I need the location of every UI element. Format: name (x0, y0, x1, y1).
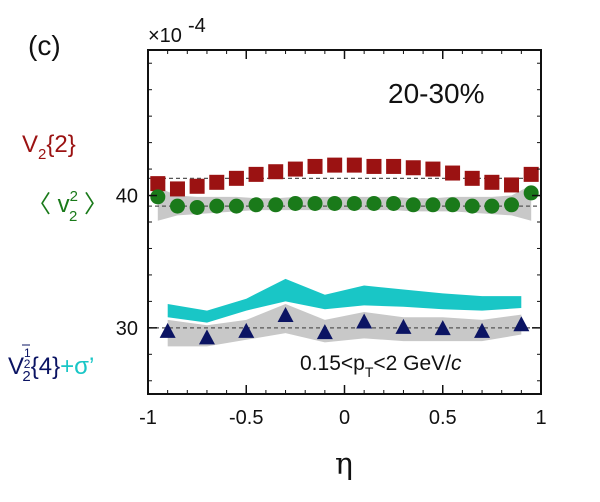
v2-4-point (316, 324, 333, 340)
v2-2-point (327, 157, 343, 173)
legend-v2-mean-open: 〈 v (27, 191, 70, 218)
v2-4-point (198, 329, 215, 345)
v2-mean-point (327, 195, 343, 211)
v2-2-point (405, 160, 421, 176)
v2-2-point (504, 177, 520, 193)
x-axis-ticks: -1 -0.5 0 0.5 1 (139, 50, 547, 429)
centrality-label: 20-30% (388, 78, 485, 109)
y-tick-label: 30 (116, 318, 138, 340)
legend-v2-2-rest: {2} (46, 131, 75, 158)
x-tick-label: 1 (535, 407, 546, 429)
v2-mean-point (268, 197, 284, 213)
v2-4-point (159, 322, 176, 338)
v2-2-point (169, 181, 185, 197)
v2-4-point (277, 306, 294, 322)
legend-v2-mean-close: 〉 (77, 191, 108, 218)
legend-v2-4-main: V (8, 353, 24, 380)
v2-mean-point (484, 198, 500, 214)
cut-subscript: T (365, 364, 374, 380)
v2-2-point (307, 158, 323, 174)
v2-4-point (356, 313, 373, 329)
v2-mean-point (346, 195, 362, 211)
v2-mean-point (445, 197, 461, 213)
v2-2-point (228, 170, 244, 186)
v2-mean-point (504, 197, 520, 213)
exponent-power: -4 (188, 15, 206, 37)
legend-v2-4-rest: {4} (31, 353, 60, 380)
legend-v2-2-main: V (22, 131, 38, 158)
v2-2-point (425, 161, 441, 177)
v2-2-point (445, 165, 461, 181)
v2-mean-point (228, 198, 244, 214)
y-axis-ticks: 30 40 (116, 62, 541, 382)
legend-v2-4-sup-den: 2 (24, 357, 31, 371)
y-tick-label: 40 (116, 186, 138, 208)
v2-4-point (434, 320, 451, 336)
v2-2-point (523, 166, 539, 182)
legend-v2-4-sub: 2 (22, 368, 30, 385)
x-tick-label: -0.5 (229, 407, 263, 429)
cut-suffix: c (451, 352, 462, 375)
v2-2-point (346, 157, 362, 173)
v2-2-point (189, 178, 205, 194)
v2-4-point (395, 318, 412, 334)
v2-4-point (513, 316, 530, 332)
legend-v2-mean-sup: 2 (70, 188, 78, 205)
v2-2-point (484, 174, 500, 190)
cut-prefix: 0.15<p (300, 352, 365, 375)
cut-middle: <2 GeV/ (373, 352, 451, 375)
legend-v2-mean-sub: 2 (69, 208, 77, 225)
panel-label: (c) (28, 30, 61, 61)
v2-mean-point (405, 197, 421, 213)
v2-2-point (386, 158, 402, 174)
exponent-multiplier: ×10 -4 (148, 15, 206, 47)
legend-v2-2-sub: 2 (38, 146, 46, 163)
legend-v2-4-sup-num: 1 (24, 346, 31, 360)
v2-2-point (248, 166, 264, 182)
v2-mean-point (307, 195, 323, 211)
plot-area (148, 157, 541, 347)
legend-sigma-label: +σ’ (60, 353, 94, 380)
x-tick-label: 0 (339, 407, 350, 429)
legend-v2-mean: 〈 v2 2 〉 (27, 188, 108, 225)
v2-2-point (287, 161, 303, 177)
v2-mean-point (248, 197, 264, 213)
v2-mean-point (464, 198, 480, 214)
x-tick-label: -1 (139, 407, 157, 429)
v2-mean-point (386, 195, 402, 211)
v2-2-point (150, 176, 166, 192)
exponent-base: ×10 (148, 25, 182, 47)
x-tick-label: 0.5 (429, 407, 457, 429)
v2-mean-point (150, 189, 166, 205)
legend-v2-4: V1 2 2{4}+σ’ (8, 346, 94, 385)
v2-mean-systematic-band (157, 185, 532, 221)
kinematic-cut-label: 0.15<pT<2 GeV/c (300, 352, 462, 380)
sigma-band (167, 278, 522, 323)
v2-2-point (464, 170, 480, 186)
v2-mean-point (523, 185, 539, 201)
v2-2-point (209, 174, 225, 190)
v2-mean-point (169, 198, 185, 214)
v2-2-point (268, 164, 284, 180)
v2-mean-point (189, 199, 205, 215)
v2-4-point (474, 322, 491, 338)
v2-mean-point (366, 195, 382, 211)
v2-4-systematic-band (167, 304, 522, 347)
v2-mean-point (209, 198, 225, 214)
v2-mean-point (425, 197, 441, 213)
v2-mean-point (287, 195, 303, 211)
x-axis-title: η (335, 447, 353, 482)
v2-2-point (366, 158, 382, 174)
legend-v2-2: V2{2} (22, 131, 76, 163)
v2-4-point (238, 322, 255, 338)
